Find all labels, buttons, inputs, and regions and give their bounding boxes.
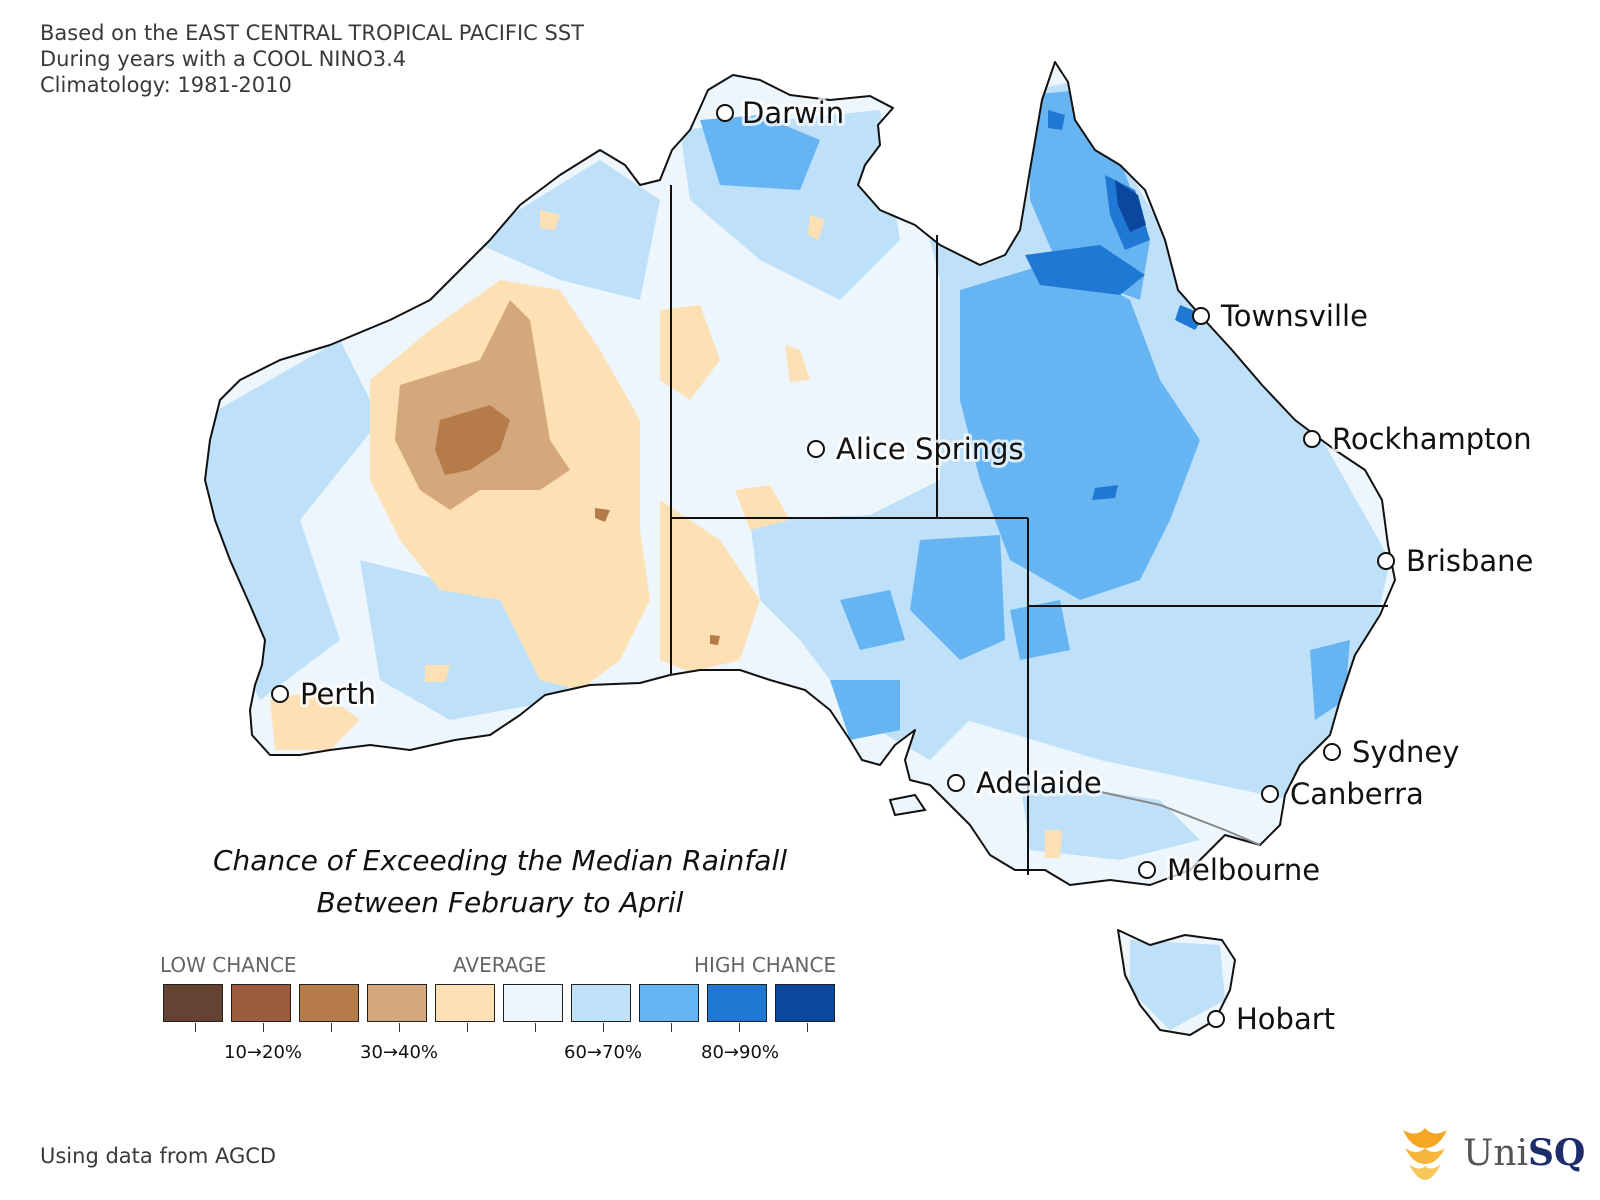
city-label-halo: Brisbane	[1406, 544, 1533, 578]
legend-tick	[535, 1023, 536, 1032]
city-label-halo: Rockhampton	[1332, 422, 1532, 456]
unisq-wordmark: UniSQ	[1463, 1132, 1585, 1174]
legend-swatch	[367, 984, 427, 1022]
legend-swatch	[571, 984, 631, 1022]
city-label: Canberra	[1290, 777, 1424, 811]
legend-tick	[671, 1023, 672, 1032]
city-label-halo: Alice Springs	[836, 432, 1024, 466]
legend-tick-label: 60→70%	[564, 1042, 642, 1063]
city-label-halo: Canberra	[1290, 777, 1424, 811]
legend-swatch	[775, 984, 835, 1022]
unisq-flame-icon	[1403, 1128, 1447, 1180]
city-label-halo: Townsville	[1220, 299, 1368, 333]
city-label-halo: Adelaide	[976, 766, 1102, 800]
city-label: Darwin	[742, 96, 844, 130]
nsw-vic-border	[1091, 789, 1261, 846]
city-label: Melbourne	[1167, 853, 1320, 887]
legend-average-label: AVERAGE	[453, 953, 547, 977]
city-marker-icon	[1303, 430, 1321, 448]
city-label: Townsville	[1220, 299, 1368, 333]
legend-tick-label: 30→40%	[360, 1042, 438, 1063]
legend-tick-label: 10→20%	[224, 1042, 302, 1063]
header-line-climatology: Climatology: 1981-2010	[40, 73, 292, 97]
legend-tick-label: 80→90%	[701, 1042, 779, 1063]
city-marker-icon	[1138, 861, 1156, 879]
legend-tick	[331, 1023, 332, 1032]
data-source-note: Using data from AGCD	[40, 1144, 277, 1168]
legend-swatch	[231, 984, 291, 1022]
header-line-nino: During years with a COOL NINO3.4	[40, 47, 407, 71]
city-marker-icon	[1377, 552, 1395, 570]
city-label: Sydney	[1352, 735, 1459, 769]
map-title: Chance of Exceeding the Median Rainfall …	[140, 840, 860, 924]
city-label-halo: Darwin	[742, 96, 844, 130]
city-marker-icon	[1323, 743, 1341, 761]
city-marker-icon	[716, 104, 734, 122]
city-marker-icon	[1207, 1010, 1225, 1028]
city-label-halo: Hobart	[1236, 1002, 1335, 1036]
city-label: Brisbane	[1406, 544, 1533, 578]
logo-text-uni: Uni	[1463, 1133, 1529, 1174]
legend-swatch	[639, 984, 699, 1022]
unisq-logo: UniSQ	[1395, 1122, 1585, 1186]
legend-tick	[603, 1023, 604, 1032]
legend-swatch	[299, 984, 359, 1022]
legend-swatch	[435, 984, 495, 1022]
legend-tick	[807, 1023, 808, 1032]
logo-text-sq: SQ	[1528, 1132, 1586, 1174]
city-label: Rockhampton	[1332, 422, 1532, 456]
legend-tick	[467, 1023, 468, 1032]
legend-tick	[399, 1023, 400, 1032]
legend-swatch	[503, 984, 563, 1022]
city-label: Perth	[300, 677, 376, 711]
legend-tick	[739, 1023, 740, 1032]
legend-tick	[195, 1023, 196, 1032]
map-header: Based on the EAST CENTRAL TROPICAL PACIF…	[40, 20, 584, 98]
city-marker-icon	[271, 685, 289, 703]
map-title-line1: Chance of Exceeding the Median Rainfall	[213, 844, 787, 877]
kangaroo-island	[888, 793, 927, 817]
legend-low-label: LOW CHANCE	[160, 953, 297, 977]
legend-swatch	[707, 984, 767, 1022]
city-marker-icon	[1261, 785, 1279, 803]
city-label: Hobart	[1236, 1002, 1335, 1036]
map-title-line2: Between February to April	[316, 886, 684, 919]
city-label-halo: Perth	[300, 677, 376, 711]
city-marker-icon	[1192, 307, 1210, 325]
coastline	[204, 61, 1396, 1036]
city-label: Adelaide	[976, 766, 1102, 800]
city-label: Alice Springs	[836, 432, 1024, 466]
legend-high-label: HIGH CHANCE	[694, 953, 837, 977]
state-borders	[670, 185, 1388, 875]
city-marker-icon	[807, 440, 825, 458]
legend-swatch	[163, 984, 223, 1022]
header-line-sst: Based on the EAST CENTRAL TROPICAL PACIF…	[40, 21, 585, 45]
legend-tick	[263, 1023, 264, 1032]
city-label-halo: Sydney	[1352, 735, 1459, 769]
city-label-halo: Melbourne	[1167, 853, 1320, 887]
city-marker-icon	[947, 774, 965, 792]
